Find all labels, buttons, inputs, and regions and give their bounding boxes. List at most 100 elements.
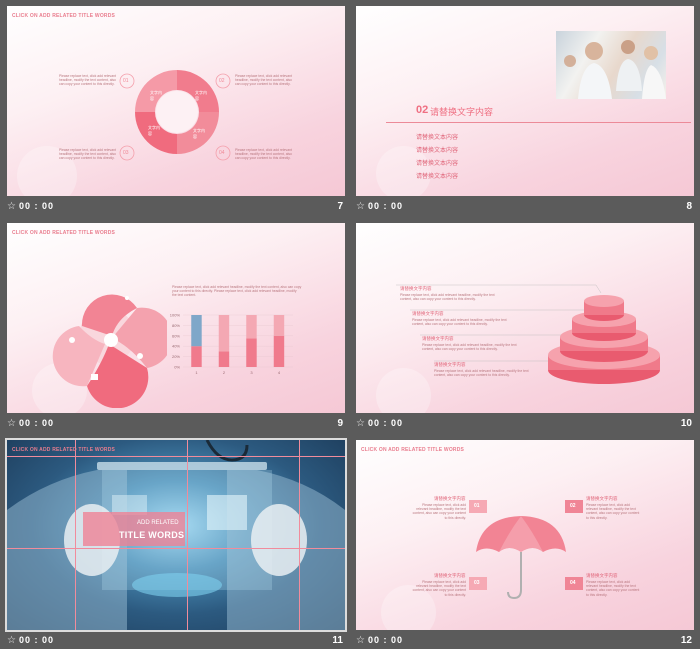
slide-meta: ☆ 00 : 00 8 [356, 199, 694, 217]
bar-segment [273, 315, 285, 336]
marker-02: 02 [570, 503, 576, 509]
item-title: 请替换文字内容 [434, 496, 466, 501]
marker-box [565, 500, 583, 513]
marker-02: 02 [219, 78, 225, 84]
list-item: 请替换文本内容 [416, 135, 459, 141]
star-icon[interactable]: ☆ [7, 201, 16, 212]
slide-10-canvas[interactable]: 请替换文字内容 Please replace text, click add r… [356, 223, 694, 413]
slide-thumbnail-9[interactable]: CLICK ON ADD RELATED TITLE WORDS Please … [7, 223, 345, 435]
y-tick-label: 20% [172, 354, 180, 359]
marker-box [469, 500, 487, 513]
bokeh-decoration [376, 368, 431, 413]
grid-line [7, 548, 345, 549]
y-tick-label: 60% [172, 333, 180, 338]
list-item: 请替换文本内容 [416, 148, 459, 154]
segment-label: 文字内容 [193, 128, 205, 139]
star-icon[interactable]: ☆ [356, 201, 365, 212]
item-title: 请替换文字内容 [586, 573, 618, 578]
slide-timing: 00 : 00 [368, 418, 404, 428]
section-number: 02 [416, 104, 429, 116]
x-tick-label: 1 [195, 370, 198, 375]
slide-timing: 00 : 00 [19, 418, 55, 428]
item-title: 请替换文字内容 [586, 496, 618, 501]
x-tick-label: 2 [223, 370, 226, 375]
star-icon[interactable]: ☆ [7, 418, 16, 429]
slide-thumbnail-10[interactable]: 请替换文字内容 Please replace text, click add r… [356, 223, 694, 435]
bar-segment [273, 335, 285, 367]
grid-line [299, 440, 300, 630]
section-title: 请替换文字内容 [430, 107, 494, 117]
segment-label: 文字内容 [148, 125, 160, 136]
bokeh-decoration [381, 585, 436, 630]
description-text: Please replace text, click add relevant … [172, 285, 302, 298]
slide-9-canvas[interactable]: CLICK ON ADD RELATED TITLE WORDS Please … [7, 223, 345, 413]
slide-header: CLICK ON ADD RELATED TITLE WORDS [12, 447, 116, 453]
bar-segment [191, 346, 202, 367]
item-title: 请替换文字内容 [412, 311, 444, 316]
grid-line [75, 440, 76, 630]
star-icon[interactable]: ☆ [356, 418, 365, 429]
slide-8-canvas[interactable]: 02 请替换文字内容 请替换文本内容 请替换文本内容 请替换文本内容 请替换文本… [356, 6, 694, 196]
star-icon[interactable]: ☆ [356, 635, 365, 646]
bar-segment [218, 351, 230, 367]
stacked-bar-chart: 0% 20% 40% 60% 80% 100% 1 2 3 4 [170, 313, 293, 375]
slide-timing: 00 : 00 [19, 201, 55, 211]
slide-12-canvas[interactable]: CLICK ON ADD RELATED TITLE WORDS 01 02 0… [356, 440, 694, 630]
x-tick-label: 3 [250, 370, 253, 375]
umbrella-diagram [476, 516, 566, 600]
item-text: Please replace text, click add relevant … [412, 503, 466, 520]
divider-line [386, 122, 691, 123]
y-tick-label: 40% [172, 344, 180, 349]
description-text: Please replace text, click add relevant … [59, 148, 116, 161]
description-text: Please replace text, click add relevant … [59, 74, 116, 87]
marker-box [469, 577, 487, 590]
item-title: 请替换文字内容 [434, 362, 466, 367]
bar-segment [246, 338, 257, 367]
slide-thumbnail-11[interactable]: CLICK ON ADD RELATED TITLE WORDS ADD REL… [5, 438, 347, 649]
slide-thumbnail-8[interactable]: 02 请替换文字内容 请替换文本内容 请替换文本内容 请替换文本内容 请替换文本… [356, 6, 694, 218]
grid-line [187, 440, 188, 630]
slide-timing: 00 : 00 [368, 201, 404, 211]
slide-number: 7 [337, 201, 343, 212]
slide-header: CLICK ON ADD RELATED TITLE WORDS [12, 13, 116, 19]
bar-segment [246, 315, 257, 339]
item-text: Please replace text, click add relevant … [586, 580, 640, 597]
bar-segment [191, 315, 202, 347]
slide-header: CLICK ON ADD RELATED TITLE WORDS [361, 447, 465, 453]
item-text: Please replace text, click add relevant … [434, 369, 529, 378]
slide-7-canvas[interactable]: CLICK ON ADD RELATED TITLE WORDS 01 02 0… [7, 6, 345, 196]
x-tick-label: 4 [278, 370, 281, 375]
bar-segment [218, 315, 230, 352]
marker-01: 01 [474, 503, 480, 509]
slide-number: 9 [337, 418, 343, 429]
overlay-title: TITLE WORDS [119, 530, 185, 540]
description-text: Please replace text, click add relevant … [235, 74, 292, 87]
slide-number: 12 [680, 635, 692, 646]
slide-number: 10 [680, 418, 692, 429]
slide-number: 11 [332, 635, 343, 646]
y-tick-label: 0% [174, 365, 180, 370]
tiered-cake-diagram [548, 295, 660, 384]
list-item: 请替换文本内容 [416, 174, 459, 180]
slide-meta: ☆ 00 : 00 9 [7, 416, 345, 434]
item-title: 请替换文字内容 [434, 573, 466, 578]
marker-01: 01 [123, 78, 129, 84]
slide-meta: ☆ 00 : 00 12 [356, 633, 694, 649]
marker-box [565, 577, 583, 590]
slide-meta: ☆ 00 : 00 10 [356, 416, 694, 434]
slide-thumbnail-12[interactable]: CLICK ON ADD RELATED TITLE WORDS 01 02 0… [356, 440, 694, 649]
doctor-tablet-photo [7, 440, 345, 630]
y-tick-label: 80% [172, 323, 180, 328]
item-text: Please replace text, click add relevant … [412, 318, 507, 327]
item-title: 请替换文字内容 [422, 336, 454, 341]
item-text: Please replace text, click add relevant … [586, 503, 640, 520]
slide-timing: 00 : 00 [19, 635, 55, 645]
slide-header: CLICK ON ADD RELATED TITLE WORDS [12, 230, 116, 236]
slide-thumbnail-7[interactable]: CLICK ON ADD RELATED TITLE WORDS 01 02 0… [7, 6, 345, 218]
description-text: Please replace text, click add relevant … [235, 148, 292, 161]
slide-11-canvas[interactable]: CLICK ON ADD RELATED TITLE WORDS ADD REL… [5, 438, 347, 632]
list-item: 请替换文本内容 [416, 161, 459, 167]
slide-timing: 00 : 00 [368, 635, 404, 645]
marker-03: 03 [123, 150, 129, 156]
star-icon[interactable]: ☆ [7, 635, 16, 646]
